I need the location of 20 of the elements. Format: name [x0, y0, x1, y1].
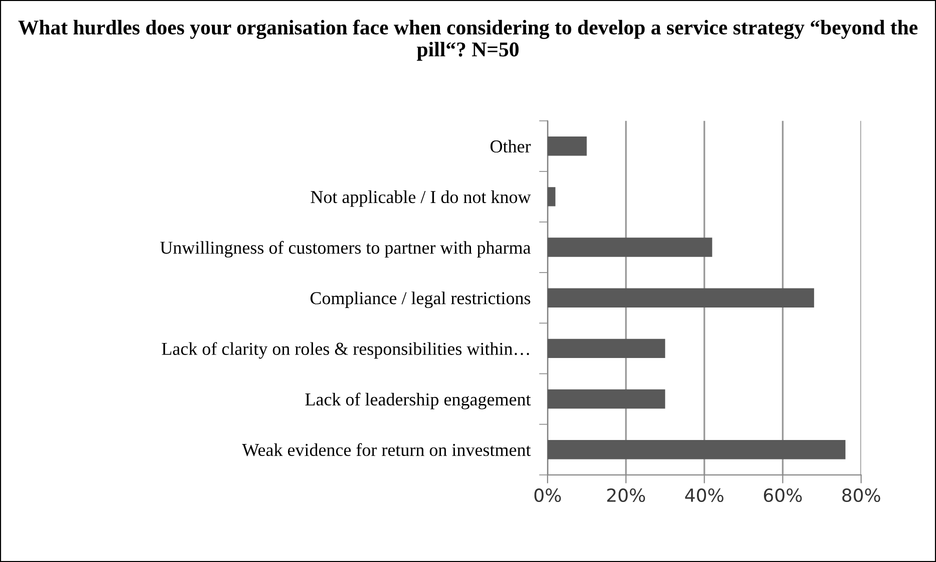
y-tick-label: Other: [490, 140, 531, 153]
bar: [548, 136, 587, 156]
x-tick-label: 40%: [685, 488, 724, 502]
x-tick-label: 60%: [764, 488, 802, 502]
y-tick-label: Not applicable / I do not know: [310, 190, 531, 207]
bar: [548, 288, 814, 308]
y-tick-label: Unwillingness of customers to partner with pharma: [160, 240, 531, 258]
y-tick-label: Weak evidence for return on investment: [242, 443, 531, 456]
bar: [548, 389, 666, 409]
bar: [548, 440, 846, 460]
y-tick-label: Compliance / legal restrictions: [310, 292, 530, 308]
x-tick-label: 80%: [842, 488, 880, 502]
chart-title: What hurdles does your organisation face when considering to develop a service strategy “beyond the pill“? N=50: [18, 20, 918, 61]
y-tick-label: Lack of clarity on roles & responsibilities within…: [162, 342, 529, 359]
bar: [548, 187, 556, 206]
x-tick-label: 20%: [607, 488, 646, 502]
x-tick-label: 0%: [534, 488, 561, 502]
bar: [548, 238, 712, 257]
y-tick-label: Lack of leadership engagement: [305, 392, 531, 410]
bar: [548, 338, 666, 358]
